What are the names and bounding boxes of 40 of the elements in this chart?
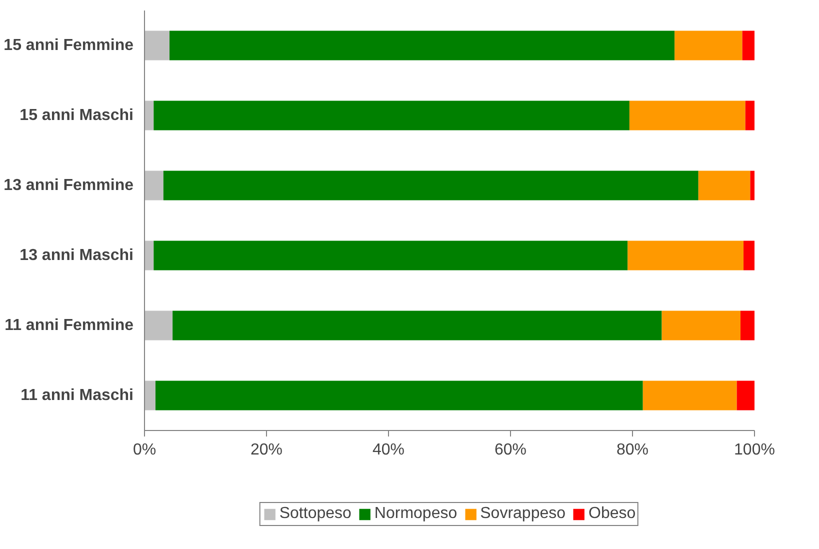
bar xyxy=(674,30,742,60)
legend-label: Normopeso xyxy=(374,505,458,524)
bar xyxy=(154,100,630,130)
x-tick-label: 40% xyxy=(372,442,405,458)
bar xyxy=(744,240,754,270)
bar xyxy=(144,100,154,130)
legend-label: Obeso xyxy=(588,505,636,524)
y-tick-label: 11 anni Maschi xyxy=(20,387,134,404)
bar xyxy=(740,310,754,340)
bar xyxy=(628,240,744,270)
legend-label: Sovrappeso xyxy=(480,505,566,524)
bar xyxy=(144,380,156,410)
y-tick-label: 11 anni Femmine xyxy=(4,317,134,334)
bar xyxy=(698,170,750,200)
x-tick-label: 100% xyxy=(734,442,775,458)
bar xyxy=(629,100,746,130)
bar xyxy=(172,310,662,340)
x-tick-label: 20% xyxy=(250,442,283,458)
y-tick-label: 13 anni Femmine xyxy=(4,177,134,194)
bar xyxy=(742,30,754,60)
legend-label: Sottopeso xyxy=(279,505,352,524)
y-tick-label: 13 anni Maschi xyxy=(20,247,134,264)
x-tick-label: 0% xyxy=(132,442,156,458)
y-tick-label: 15 anni Femmine xyxy=(4,37,134,54)
x-tick-label: 80% xyxy=(616,442,649,458)
bar xyxy=(745,100,754,130)
bar xyxy=(642,380,737,410)
bar xyxy=(163,170,698,200)
x-tick-label: 60% xyxy=(494,442,527,458)
bar xyxy=(750,170,754,200)
bar xyxy=(170,30,675,60)
bar xyxy=(144,30,170,60)
bar xyxy=(662,310,740,340)
bar xyxy=(736,380,754,410)
bar xyxy=(154,240,628,270)
bar xyxy=(144,310,173,340)
bar xyxy=(155,380,643,410)
bar xyxy=(144,170,164,200)
bar xyxy=(144,240,154,270)
y-tick-label: 15 anni Maschi xyxy=(20,107,134,124)
